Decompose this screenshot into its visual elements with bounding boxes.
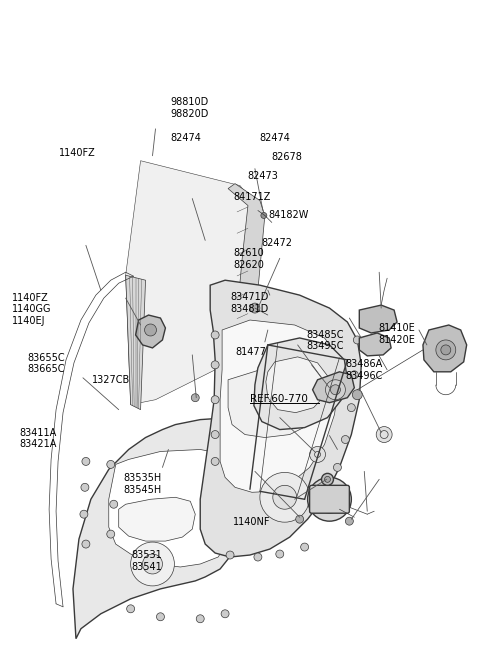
Text: 1140FZ
1140GG
1140EJ: 1140FZ 1140GG 1140EJ (12, 293, 51, 326)
Circle shape (308, 477, 351, 521)
Circle shape (324, 493, 336, 505)
Polygon shape (136, 315, 166, 348)
Text: 98810D
98820D: 98810D 98820D (171, 97, 209, 119)
Circle shape (350, 371, 358, 379)
Text: 82474: 82474 (259, 134, 290, 143)
Circle shape (250, 303, 260, 313)
Circle shape (127, 605, 134, 613)
Polygon shape (266, 357, 327, 413)
Circle shape (131, 542, 174, 586)
Circle shape (82, 457, 90, 466)
Circle shape (226, 551, 234, 559)
Text: 1327CB: 1327CB (92, 375, 130, 384)
Polygon shape (228, 183, 265, 345)
Circle shape (251, 451, 259, 458)
Circle shape (107, 460, 115, 468)
Circle shape (248, 485, 256, 493)
Circle shape (196, 615, 204, 623)
Circle shape (348, 403, 355, 411)
Text: REF.60-770: REF.60-770 (250, 394, 307, 404)
Polygon shape (423, 325, 467, 372)
Circle shape (352, 390, 362, 400)
Polygon shape (200, 280, 361, 557)
Circle shape (221, 610, 229, 618)
Polygon shape (220, 320, 339, 493)
Circle shape (315, 485, 343, 514)
Circle shape (376, 426, 392, 443)
Circle shape (296, 515, 304, 523)
Text: 1140NF: 1140NF (233, 517, 270, 527)
Circle shape (211, 396, 219, 403)
Circle shape (254, 553, 262, 561)
Circle shape (325, 380, 346, 400)
Circle shape (192, 394, 199, 402)
Circle shape (300, 543, 309, 551)
Text: 82472: 82472 (262, 238, 292, 248)
Circle shape (260, 472, 310, 522)
Text: 82678: 82678 (271, 151, 302, 162)
Polygon shape (73, 418, 258, 639)
Polygon shape (119, 497, 195, 541)
Text: 1140FZ: 1140FZ (59, 148, 96, 158)
Polygon shape (126, 275, 145, 409)
Circle shape (82, 540, 90, 548)
Circle shape (276, 550, 284, 558)
Text: 84182W: 84182W (269, 210, 309, 220)
Circle shape (211, 430, 219, 439)
Circle shape (441, 345, 451, 355)
Text: 82473: 82473 (247, 171, 278, 181)
Circle shape (436, 340, 456, 360)
Polygon shape (228, 370, 318, 438)
Circle shape (80, 510, 88, 518)
Circle shape (324, 476, 330, 482)
Text: 83655C
83665C: 83655C 83665C (28, 352, 65, 374)
Text: 81477: 81477 (235, 347, 266, 357)
Circle shape (330, 384, 340, 395)
Circle shape (244, 543, 252, 551)
Text: 83471D
83481D: 83471D 83481D (230, 292, 269, 314)
Circle shape (353, 336, 361, 344)
Polygon shape (254, 338, 348, 430)
Polygon shape (126, 160, 260, 405)
Text: 84171Z: 84171Z (234, 192, 271, 202)
Circle shape (322, 474, 334, 485)
Circle shape (346, 517, 353, 525)
Circle shape (261, 212, 267, 219)
Text: 83535H
83545H: 83535H 83545H (123, 473, 161, 495)
Text: 83411A
83421A: 83411A 83421A (20, 428, 57, 449)
Circle shape (110, 500, 118, 508)
Text: 83485C
83495C: 83485C 83495C (307, 329, 344, 351)
Text: 82610
82620: 82610 82620 (234, 248, 264, 270)
Polygon shape (312, 372, 354, 403)
Text: 83531
83541: 83531 83541 (132, 550, 162, 572)
Circle shape (156, 613, 165, 621)
Circle shape (310, 447, 325, 462)
Polygon shape (360, 333, 391, 356)
Circle shape (211, 457, 219, 466)
Circle shape (334, 464, 341, 472)
Polygon shape (360, 305, 397, 333)
Circle shape (143, 554, 162, 574)
Circle shape (144, 324, 156, 336)
Circle shape (341, 436, 349, 443)
Circle shape (273, 485, 297, 509)
Polygon shape (109, 449, 238, 567)
Text: 81410E
81420E: 81410E 81420E (378, 323, 415, 345)
Circle shape (246, 515, 254, 523)
Text: 82474: 82474 (171, 134, 202, 143)
Text: 83486A
83496C: 83486A 83496C (345, 359, 383, 381)
Circle shape (211, 331, 219, 339)
Circle shape (81, 483, 89, 491)
Circle shape (107, 530, 115, 538)
Circle shape (211, 361, 219, 369)
FancyBboxPatch shape (310, 485, 349, 514)
